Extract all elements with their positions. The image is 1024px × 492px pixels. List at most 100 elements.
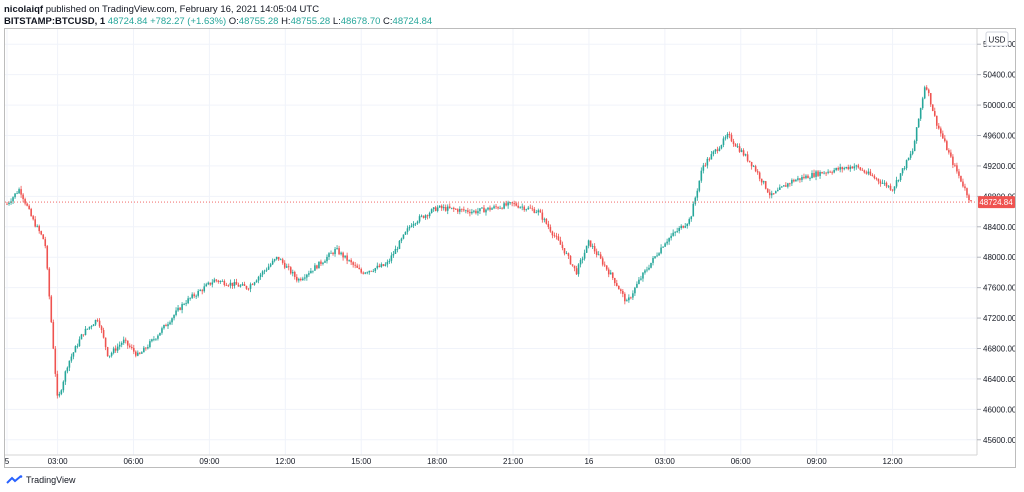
candle	[823, 170, 825, 175]
candle-body	[583, 252, 586, 259]
candle-body	[692, 203, 695, 217]
candle	[56, 370, 59, 399]
candle-body	[523, 206, 526, 210]
candle	[734, 143, 737, 147]
candle-body	[16, 193, 18, 195]
candle-body	[362, 272, 365, 274]
candle-body	[56, 373, 59, 396]
candle-body	[293, 272, 296, 277]
candle	[66, 366, 69, 374]
candle	[243, 281, 246, 287]
candle	[16, 190, 18, 195]
candle	[179, 307, 181, 311]
candle	[20, 185, 22, 198]
candle-body	[302, 278, 304, 281]
candle	[535, 209, 538, 214]
candle	[116, 343, 119, 353]
candle-body	[795, 179, 797, 182]
candle-body	[694, 197, 697, 204]
candle	[545, 218, 548, 225]
candle	[505, 200, 507, 207]
candle	[821, 171, 823, 174]
tradingview-brand[interactable]: TradingView	[26, 474, 76, 485]
candle-body	[541, 212, 544, 220]
candle-body	[734, 144, 737, 147]
candle-body	[545, 218, 548, 224]
candle-body	[648, 267, 650, 270]
candle	[310, 267, 312, 274]
candle	[599, 251, 602, 260]
candle	[420, 214, 423, 218]
candle	[811, 170, 813, 179]
candle-body	[169, 322, 171, 325]
candle	[404, 231, 407, 235]
candle	[10, 198, 12, 205]
candle	[314, 263, 316, 271]
price-chart[interactable]: 45600.00 46000.00 46400.00 46800.00 47200.00…	[5, 29, 1015, 467]
candle	[36, 224, 38, 228]
candle-body	[30, 208, 32, 217]
candle	[684, 222, 687, 229]
candle	[607, 267, 610, 278]
candle	[897, 179, 900, 183]
candle-body	[756, 171, 759, 173]
candle-body	[927, 89, 930, 94]
candle-body	[215, 279, 218, 281]
candle	[450, 207, 453, 210]
candle-body	[742, 150, 745, 156]
candle-body	[233, 282, 236, 286]
candle	[883, 180, 886, 186]
candle-body	[929, 93, 932, 105]
candle	[153, 336, 155, 342]
candle-body	[116, 346, 119, 351]
candle	[664, 242, 666, 247]
candle-body	[36, 225, 38, 227]
candle	[636, 281, 638, 289]
candle-body	[199, 290, 202, 291]
candle-body	[461, 208, 463, 210]
candle	[877, 178, 880, 185]
candle-body	[78, 339, 81, 347]
candle-body	[354, 264, 356, 266]
candle	[837, 166, 839, 171]
candle-body	[20, 189, 22, 195]
candle	[350, 258, 352, 266]
candle	[901, 168, 904, 176]
candle	[306, 273, 308, 281]
tradingview-logo-icon[interactable]	[6, 474, 24, 485]
candle	[740, 148, 743, 153]
candle	[493, 204, 495, 210]
candle	[126, 340, 129, 349]
candle-body	[334, 248, 336, 255]
candle	[783, 185, 785, 187]
author-name[interactable]: nicolaiqf	[4, 4, 44, 15]
candle	[718, 146, 721, 152]
symbol-label[interactable]: BITSTAMP:BTCUSD, 1	[4, 16, 106, 27]
candle-body	[897, 180, 900, 181]
candle	[424, 214, 427, 220]
candle-body	[605, 265, 608, 270]
candle-body	[320, 261, 322, 264]
time-axis: 5 03:00 06:00 09:00 12:00 15:00 18:00 21:00 16 03…	[5, 457, 903, 466]
candle	[58, 391, 61, 398]
candle-body	[620, 289, 622, 291]
candle	[871, 173, 874, 177]
candle	[702, 162, 705, 174]
candle-body	[636, 283, 638, 288]
candle	[418, 214, 421, 224]
candle-body	[426, 215, 429, 217]
candle-body	[149, 341, 151, 348]
candle	[881, 179, 884, 185]
candle-body	[841, 167, 843, 170]
candle	[547, 220, 550, 230]
candle	[795, 178, 797, 182]
candle	[634, 286, 636, 296]
candle	[372, 268, 375, 273]
candle-body	[338, 248, 340, 255]
candle	[632, 290, 634, 301]
candle	[587, 239, 590, 249]
candle-body	[356, 265, 358, 268]
candle-body	[577, 264, 580, 275]
footer: TradingView	[6, 474, 76, 488]
candle	[428, 211, 431, 219]
